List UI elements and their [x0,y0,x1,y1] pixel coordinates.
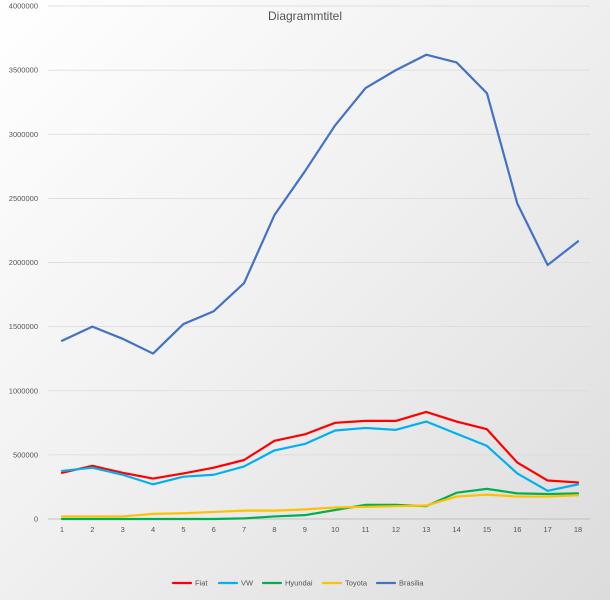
x-tick-label: 2 [90,525,94,534]
legend-item-brasilia[interactable]: Brasilia [375,579,424,588]
x-tick-label: 4 [151,525,155,534]
series-line-brasilia [60,53,580,355]
x-tick-label: 16 [513,525,521,534]
x-tick-label: 8 [272,525,276,534]
x-tick-label: 15 [483,525,491,534]
series-line-hyundai [60,487,580,521]
x-tick-label: 17 [543,525,551,534]
series-line-vw [60,420,580,492]
x-tick-label: 1 [60,525,64,534]
legend-label: VW [241,579,254,588]
series-lines [60,53,580,521]
x-tick-label: 5 [181,525,185,534]
y-tick-label: 4000000 [9,2,38,11]
y-tick-label: 0 [34,515,38,524]
legend-item-hyundai[interactable]: Hyundai [261,579,313,588]
x-tick-label: 13 [422,525,430,534]
x-tick-label: 14 [452,525,460,534]
legend-item-vw[interactable]: VW [217,579,254,588]
series-line-fiat [60,410,580,484]
chart-title: Diagrammtitel [268,9,342,23]
y-tick-label: 2000000 [9,258,38,267]
y-tick-label: 3000000 [9,130,38,139]
x-axis: 1 2 3 4 5 6 7 8 9 10 11 12 13 14 15 16 17 18 [48,518,590,534]
legend-label: Brasilia [399,579,424,588]
legend-label: Toyota [345,579,368,588]
legend[interactable]: Fiat VW Hyundai Toyota Brasilia [171,579,424,588]
legend-item-fiat[interactable]: Fiat [171,579,208,588]
legend-label: Hyundai [285,579,313,588]
x-tick-label: 3 [121,525,125,534]
legend-label: Fiat [195,579,208,588]
x-tick-label: 6 [212,525,216,534]
legend-item-toyota[interactable]: Toyota [321,579,368,588]
x-tick-label: 11 [362,525,370,534]
x-tick-label: 12 [392,525,400,534]
x-tick-label: 10 [331,525,339,534]
y-tick-label: 1500000 [9,322,38,331]
y-tick-label: 3500000 [9,66,38,75]
gridlines [48,5,590,456]
y-axis: 0 500000 1000000 1500000 2000000 2500000 30000… [9,2,38,524]
series-line-toyota [60,493,580,518]
x-tick-label: 9 [303,525,307,534]
x-tick-label: 7 [242,525,246,534]
x-tick-label: 18 [574,525,582,534]
y-tick-label: 500000 [13,450,38,459]
y-tick-label: 2500000 [9,194,38,203]
y-tick-label: 1000000 [9,386,38,395]
